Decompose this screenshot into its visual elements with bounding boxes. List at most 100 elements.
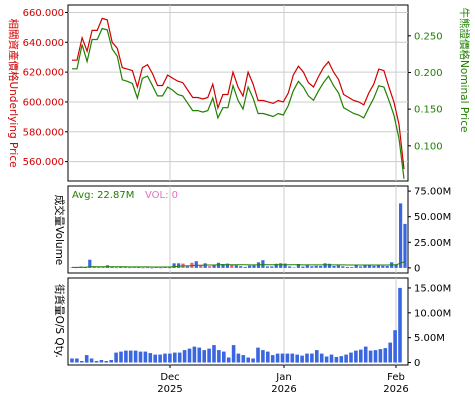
volume-bar — [359, 266, 363, 268]
os-bar — [368, 350, 373, 363]
volume-bar — [168, 267, 172, 269]
x-tick-month: Jan — [275, 372, 291, 383]
os-bar — [266, 351, 270, 363]
volume-bar — [141, 267, 145, 269]
bars-layer — [70, 203, 407, 363]
volume-bar — [403, 223, 407, 268]
os-bar — [104, 361, 109, 363]
volume-bar — [194, 261, 198, 268]
volume-average-line — [72, 261, 406, 268]
volume-bar — [123, 267, 127, 268]
volume-bar — [305, 264, 309, 268]
volume-bar — [243, 266, 247, 268]
volume-bar — [150, 267, 154, 269]
left-tick-label: 620.000 — [23, 68, 64, 79]
volume-bar — [101, 267, 105, 268]
os-bar — [158, 354, 162, 363]
os-bar — [75, 358, 79, 363]
os-bar — [202, 350, 206, 363]
left-tick-label: 560.000 — [23, 157, 64, 168]
volume-bar — [385, 265, 389, 268]
os-bar — [275, 353, 280, 363]
nominal-axis-title: 牛熊證價格Nominal Price — [458, 8, 471, 133]
os-bar — [290, 353, 295, 363]
volume-bar — [354, 264, 358, 268]
volume-bar — [288, 266, 292, 268]
right-tick-label: 0.100 — [414, 141, 443, 152]
left-tick-label: 600.000 — [23, 97, 64, 108]
os-bar — [177, 352, 182, 363]
os-bar — [217, 350, 221, 363]
volume-bar — [341, 266, 345, 268]
os-bar — [388, 342, 392, 363]
os-bar — [280, 353, 285, 363]
volume-bar — [399, 203, 403, 268]
price-panel-frame — [67, 4, 409, 182]
volume-bar — [376, 265, 380, 268]
os-bar — [256, 347, 260, 363]
volume-bar — [350, 267, 354, 268]
os-panel-frame — [67, 277, 409, 366]
volume-bar — [177, 263, 181, 268]
volume-bar — [230, 264, 234, 268]
os-bar — [251, 358, 255, 363]
os-bar — [270, 355, 275, 363]
volume-bar — [132, 267, 136, 268]
volume-bar — [234, 265, 238, 268]
underlying-axis-title: 相關資產價格Underlying Price — [7, 18, 20, 167]
volume-bar — [270, 266, 274, 268]
os-bar — [315, 350, 319, 363]
volume-bar — [221, 264, 225, 268]
os-bar — [187, 348, 192, 363]
os-bar — [246, 357, 250, 363]
os-bar — [300, 355, 304, 363]
volume-bar — [310, 266, 314, 268]
os-bar — [295, 354, 299, 363]
volume-bar — [199, 265, 203, 268]
x-tick-month: Dec — [160, 372, 179, 383]
volume-bar — [345, 266, 349, 268]
os-bar — [354, 350, 358, 363]
os-bar — [393, 330, 397, 363]
os-bar — [133, 350, 138, 363]
os-tick-label: 10.00M — [414, 308, 451, 319]
os-tick-label: 0 — [414, 358, 420, 369]
volume-bar — [274, 263, 278, 268]
nominal-price-line — [72, 27, 405, 179]
os-bar — [197, 347, 202, 363]
volume-bar — [239, 266, 243, 268]
volume-tick-label: 25.00M — [414, 238, 451, 249]
x-tick-year: 2026 — [383, 384, 408, 395]
volume-tick-label: 50.00M — [414, 212, 451, 223]
os-bar — [207, 348, 211, 363]
os-bar — [153, 354, 157, 363]
volume-bar — [172, 263, 176, 268]
volume-bar — [110, 267, 114, 268]
right-tick-label: 0.250 — [414, 31, 443, 42]
x-tick-year: 2025 — [157, 384, 182, 395]
os-tick-label: 15.00M — [414, 283, 451, 294]
os-bar — [119, 351, 123, 363]
volume-bar — [327, 263, 332, 268]
lines-layer — [72, 17, 406, 268]
volume-bar — [292, 267, 296, 268]
os-bar — [182, 350, 187, 363]
volume-bar — [261, 260, 265, 268]
volume-bar — [128, 267, 132, 269]
os-bar — [173, 352, 177, 363]
os-bar — [334, 357, 339, 363]
volume-bar — [363, 265, 367, 268]
os-bar — [329, 354, 334, 363]
os-bar — [305, 353, 309, 363]
os-bar — [114, 352, 118, 363]
volume-bar — [114, 267, 118, 269]
volume-bar — [159, 267, 163, 269]
os-bar — [373, 350, 378, 363]
volume-bar — [283, 263, 287, 268]
volume-bar — [145, 267, 150, 269]
os-bar — [398, 287, 402, 363]
os-bar — [359, 349, 363, 363]
volume-bar — [203, 263, 207, 268]
underlying-price-line — [72, 17, 405, 170]
